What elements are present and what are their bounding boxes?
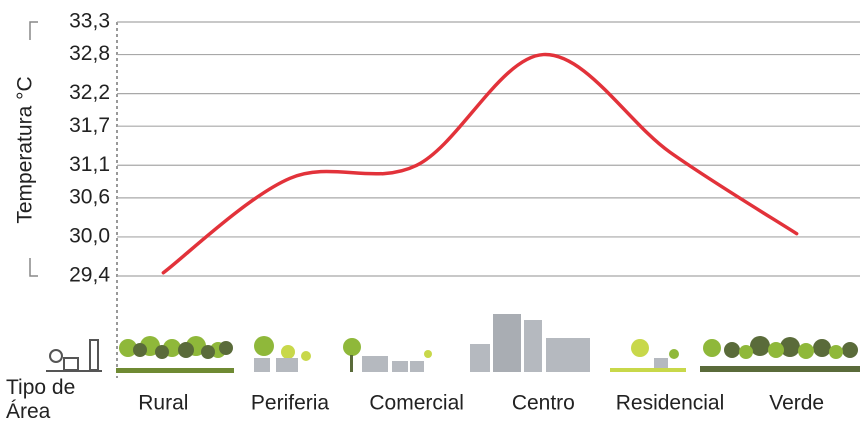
x-axis-label: Tipo de Área — [6, 376, 76, 423]
temperature-line — [161, 52, 799, 275]
y-tick-label: 29,4 — [69, 264, 110, 287]
y-tick-label: 31,7 — [69, 114, 110, 137]
y-tick-label: 30,6 — [69, 185, 110, 208]
y-tick-label: 32,2 — [69, 81, 110, 104]
x-tick-label: Comercial — [369, 392, 464, 415]
area-icons — [46, 314, 860, 373]
x-tick-label: Periferia — [251, 392, 330, 415]
axis-bracket — [29, 21, 38, 277]
y-axis-label: Temperatura °C — [14, 76, 37, 223]
y-tick-label: 31,1 — [69, 153, 110, 176]
x-tick-label: Centro — [512, 392, 575, 415]
y-tick-label: 32,8 — [69, 42, 110, 65]
x-tick-label: Verde — [769, 392, 824, 415]
x-tick-label: Rural — [138, 392, 188, 415]
x-tick-label: Residencial — [616, 392, 725, 415]
y-tick-label: 33,3 — [69, 10, 110, 33]
y-tick-label: 30,0 — [69, 224, 110, 247]
